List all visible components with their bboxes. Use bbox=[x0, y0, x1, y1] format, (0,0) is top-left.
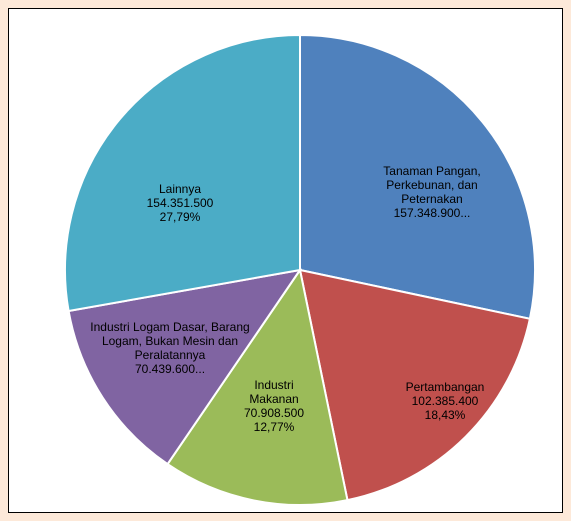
label-line: 18,43% bbox=[424, 408, 466, 422]
label-line: Industri Makanan bbox=[249, 378, 299, 406]
label-line: 12,77% bbox=[253, 420, 295, 434]
label-line: 27,79% bbox=[159, 210, 201, 224]
data-label: Pertambangan 102.385.400 18,43% bbox=[385, 380, 505, 422]
label-line: Lainnya bbox=[158, 182, 202, 196]
pie-slice bbox=[67, 268, 303, 466]
pie-slice bbox=[299, 33, 536, 320]
label-line: 70.439.600... bbox=[134, 362, 206, 376]
pie-slice bbox=[64, 33, 301, 313]
data-label: Tanaman Pangan, Perkebunan, dan Peternak… bbox=[357, 164, 507, 220]
label-line: 157.348.900... bbox=[393, 206, 471, 220]
data-label: Industri Makanan 70.908.500 12,77% bbox=[229, 378, 319, 434]
data-label: Lainnya 154.351.500 27,79% bbox=[130, 182, 230, 224]
label-line: 154.351.500 bbox=[146, 196, 214, 210]
label-line: 102.385.400 bbox=[411, 394, 479, 408]
label-line: Tanaman Pangan, Perkebunan, dan Peternak… bbox=[383, 164, 481, 206]
label-line: 70.908.500 bbox=[243, 406, 305, 420]
label-line: Pertambangan bbox=[405, 380, 485, 394]
pie-slice bbox=[298, 268, 532, 502]
data-label: Industri Logam Dasar, Barang Logam, Buka… bbox=[85, 320, 255, 376]
label-line: Industri Logam Dasar, Barang Logam, Buka… bbox=[90, 320, 250, 362]
pie-slice bbox=[166, 267, 349, 506]
